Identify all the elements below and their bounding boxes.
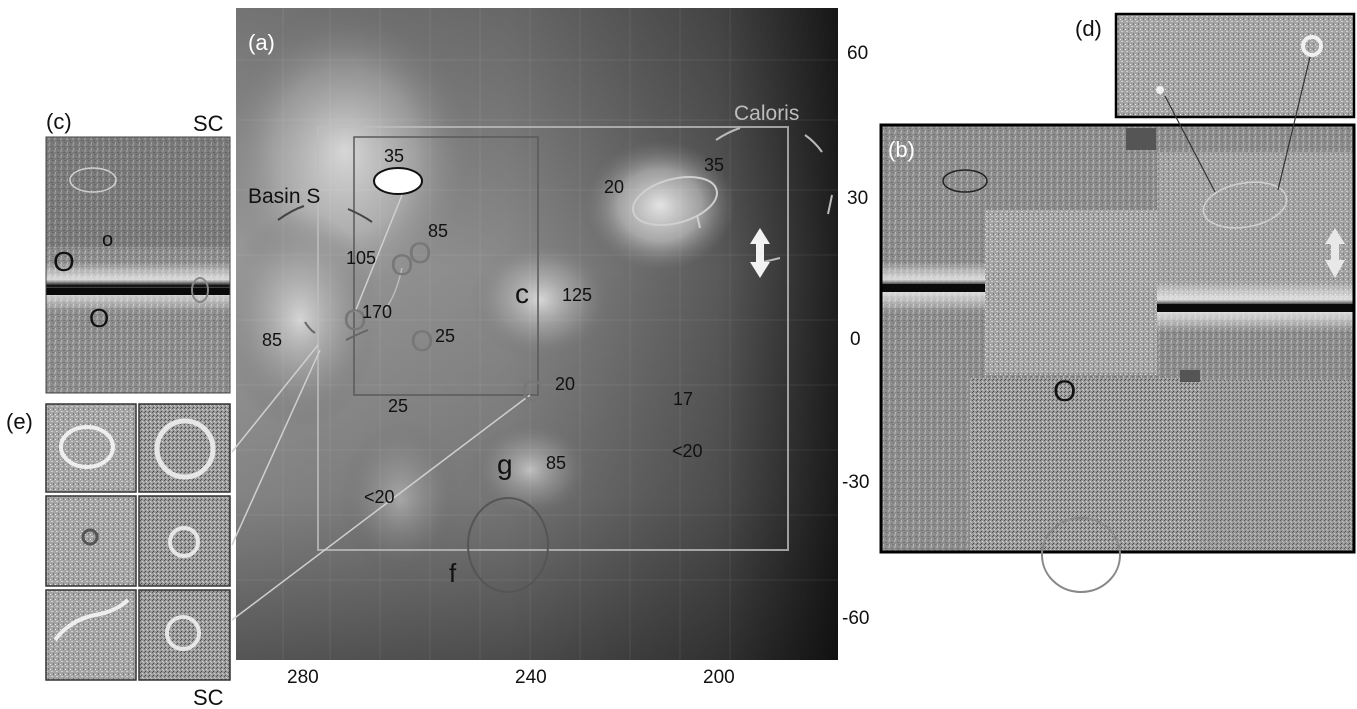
map-grid xyxy=(236,8,838,660)
y-tick-label: -60 xyxy=(842,608,869,629)
caloris-arc-1 xyxy=(715,127,741,141)
value-label: 125 xyxy=(562,285,592,305)
value-label: 85 xyxy=(546,453,566,473)
region-box-b xyxy=(317,126,789,551)
basin-s-arc-3 xyxy=(304,321,316,334)
basin-s-label: Basin S xyxy=(248,185,320,208)
crater-mark: O xyxy=(410,325,433,358)
connector-line-2 xyxy=(384,267,403,311)
panel-e-bottom-label: SC xyxy=(193,685,224,709)
value-label: 20 xyxy=(555,374,575,394)
value-label: 35 xyxy=(704,155,724,175)
basin-s-arc-1 xyxy=(277,205,305,221)
feature-ellipse-35 xyxy=(373,167,423,195)
value-label: 170 xyxy=(362,302,392,322)
basin-s-arc-2 xyxy=(347,208,373,223)
x-tick-label: 280 xyxy=(287,667,319,688)
thumb-3-left xyxy=(45,589,137,681)
crater-mark: O xyxy=(390,249,413,282)
value-label: 25 xyxy=(435,326,455,346)
panel-c-mark: o xyxy=(102,229,113,251)
x-tick-label: 200 xyxy=(703,667,735,688)
panel-label-b: (b) xyxy=(888,137,915,162)
connector-line-1 xyxy=(354,194,403,313)
panel-label-a: (a) xyxy=(248,30,275,55)
thumb-2-left xyxy=(45,495,137,587)
double-arrow-icon-b xyxy=(1325,228,1345,278)
y-tick-label: 60 xyxy=(847,43,868,64)
x-axis-ticks: 280 240 200 xyxy=(287,667,735,688)
value-label: <20 xyxy=(364,487,395,507)
caloris-arc-3 xyxy=(827,194,833,215)
callout-line-e1 xyxy=(231,344,319,453)
y-tick-label: 30 xyxy=(847,188,868,209)
panel-c-mark: O xyxy=(53,246,75,277)
value-label: 85 xyxy=(428,221,448,241)
feature-ellipse-ne-tick xyxy=(696,214,701,229)
callout-line-e3 xyxy=(231,394,531,621)
value-label: 20 xyxy=(604,177,624,197)
value-label: 105 xyxy=(346,248,376,268)
basin-s-arc-4 xyxy=(345,329,369,341)
thumb-3-right xyxy=(138,589,231,681)
caloris-arc-2 xyxy=(804,134,823,153)
panel-b-ellipse-f xyxy=(1041,517,1121,593)
value-label-group: 35 85 105 170 85 25 25 20 35 125 20 17 <… xyxy=(262,146,724,507)
value-label: <20 xyxy=(672,441,703,461)
y-tick-label: -30 xyxy=(842,472,869,493)
y-axis-ticks: 60 30 0 -30 -60 xyxy=(842,43,869,629)
caloris-label: Caloris xyxy=(734,102,799,125)
feature-ellipse-ne xyxy=(632,176,718,226)
crater-mark: O xyxy=(521,375,544,408)
region-f-label: f xyxy=(449,558,457,588)
panel-b-mark: O xyxy=(1053,375,1076,408)
panel-c-corner-label: SC xyxy=(193,111,224,136)
region-c-label: c xyxy=(515,278,529,309)
value-label: 85 xyxy=(262,330,282,350)
crater-mark-group: O O O O O xyxy=(343,237,544,408)
thumb-2-right xyxy=(138,495,231,587)
feature-ellipse-f xyxy=(467,497,549,593)
crater-mark: O xyxy=(343,304,366,337)
panel-label-c: (c) xyxy=(46,109,72,134)
panel-label-d: (d) xyxy=(1075,16,1102,41)
callout-line-d1 xyxy=(1164,95,1216,193)
thumb-1-left xyxy=(45,403,137,493)
thumb-1-right xyxy=(138,403,231,493)
panel-c-image xyxy=(45,136,231,394)
x-tick-label: 240 xyxy=(515,667,547,688)
map-shading xyxy=(236,8,838,660)
callout-line-d2 xyxy=(1277,56,1311,191)
double-arrow-icon-a xyxy=(750,228,770,278)
region-g-label: g xyxy=(497,449,513,480)
caloris-arc-4 xyxy=(762,257,781,263)
panel-label-e: (e) xyxy=(6,409,33,434)
panel-e-thumbnails xyxy=(45,403,231,681)
panel-b-image xyxy=(879,123,1356,554)
crater-mark: O xyxy=(408,237,431,270)
value-label: 35 xyxy=(384,146,404,166)
value-label: 25 xyxy=(388,396,408,416)
callout-line-e2 xyxy=(231,349,321,546)
value-label: 17 xyxy=(673,389,693,409)
map-panel-a xyxy=(236,8,838,660)
panel-c-mark: O xyxy=(89,303,109,333)
panel-d-image xyxy=(1114,12,1356,119)
region-box-c xyxy=(353,136,539,396)
y-tick-label: 0 xyxy=(850,329,861,350)
